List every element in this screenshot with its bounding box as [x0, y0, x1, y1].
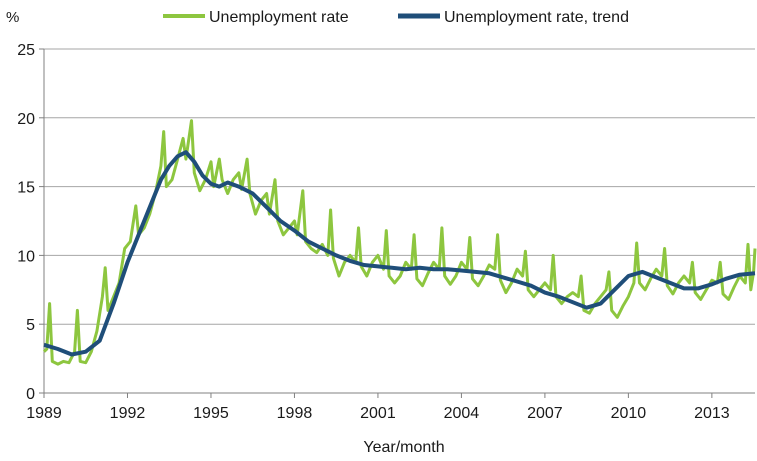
x-tick-label: 2001	[360, 405, 396, 422]
y-tick-label: 25	[17, 42, 35, 59]
x-tick-label: 1998	[277, 405, 313, 422]
legend-label: Unemployment rate	[209, 9, 349, 26]
y-tick-label: 15	[17, 180, 35, 197]
legend-label: Unemployment rate, trend	[444, 9, 629, 26]
y-tick-label: 0	[26, 386, 35, 403]
y-tick-label: 20	[17, 111, 35, 128]
x-tick-label: 2013	[694, 405, 730, 422]
unemployment-trend-line	[43, 150, 756, 357]
x-axis-title: Year/month	[363, 439, 444, 456]
x-tick-label: 2007	[527, 405, 563, 422]
y-tick-label: 5	[26, 317, 35, 334]
x-tick-label: 1989	[26, 405, 62, 422]
x-tick-label: 1995	[193, 405, 229, 422]
y-axis-unit-label: %	[6, 9, 19, 26]
y-tick-label: 10	[17, 248, 35, 265]
x-tick-label: 2010	[611, 405, 647, 422]
x-tick-label: 1992	[110, 405, 146, 422]
x-tick-label: 2004	[444, 405, 480, 422]
unemployment-rate-line	[42, 119, 757, 366]
